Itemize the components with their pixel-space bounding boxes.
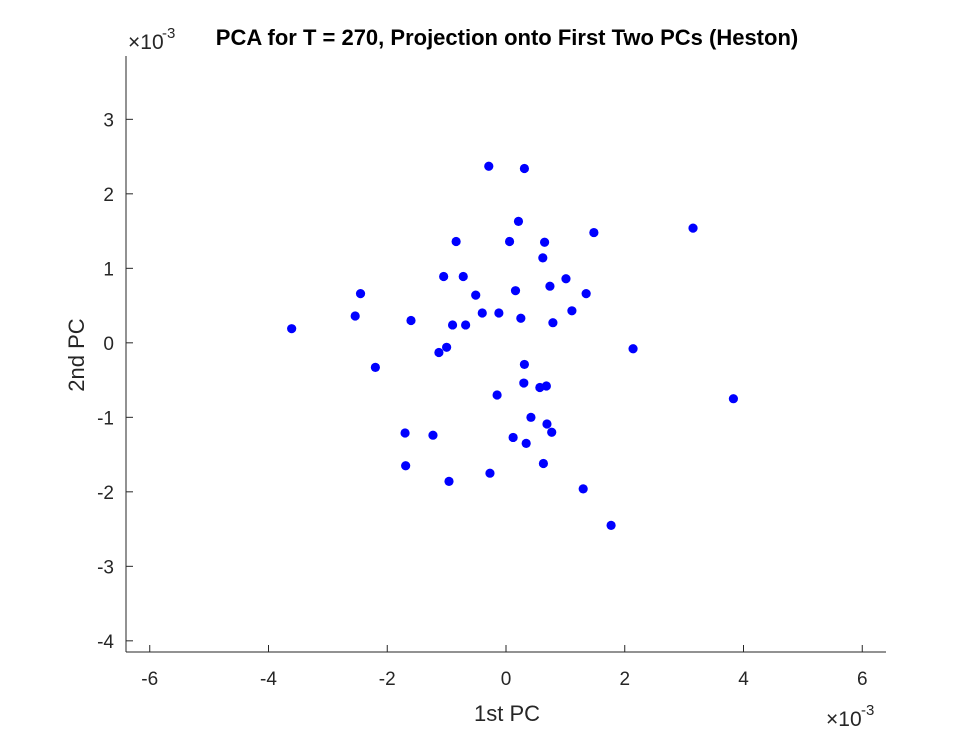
- data-point: [494, 308, 504, 318]
- x-exponent-base: ×10: [826, 708, 862, 731]
- data-point: [606, 520, 616, 530]
- data-point: [451, 236, 461, 247]
- data-point: [538, 253, 548, 263]
- data-point: [484, 161, 494, 171]
- x-tick-label: 4: [738, 669, 749, 690]
- x-tick-label: 2: [619, 669, 630, 690]
- data-point: [728, 394, 739, 404]
- data-point: [485, 468, 495, 478]
- data-point: [589, 227, 599, 238]
- data-point: [434, 347, 444, 358]
- data-point: [521, 438, 531, 448]
- data-point: [519, 378, 529, 388]
- y-tick-label: -1: [97, 408, 114, 429]
- x-axis-exponent: ×10 -3: [826, 702, 874, 731]
- data-point: [519, 359, 530, 370]
- data-point: [458, 271, 468, 282]
- y-tick-label: -2: [97, 483, 114, 504]
- x-exponent-power: -3: [861, 702, 874, 719]
- data-point: [547, 427, 557, 437]
- data-point: [406, 315, 416, 326]
- y-tick-label: 2: [103, 185, 114, 206]
- data-point: [513, 216, 524, 226]
- data-point: [504, 236, 515, 247]
- y-exponent-power: -3: [162, 25, 175, 42]
- data-point: [439, 271, 449, 282]
- x-ticks: -6 -4 -2 0 2 4 6: [141, 645, 868, 690]
- x-tick-label: 0: [501, 669, 512, 690]
- y-exponent-base: ×10: [128, 31, 164, 54]
- y-tick-label: -3: [97, 557, 114, 578]
- data-point: [535, 382, 545, 393]
- data-point: [628, 344, 638, 354]
- data-point: [581, 289, 591, 299]
- x-tick-label: -2: [379, 669, 396, 690]
- data-point: [444, 476, 454, 486]
- y-axis-exponent: ×10 -3: [128, 25, 175, 54]
- data-point: [370, 362, 380, 373]
- data-point: [477, 308, 487, 318]
- data-point: [400, 428, 410, 438]
- data-point: [538, 458, 549, 469]
- y-tick-label: 1: [103, 259, 114, 280]
- y-ticks: -4 -3 -2 -1 0 1 2 3: [97, 110, 133, 653]
- y-tick-label: 0: [103, 334, 114, 355]
- y-tick-label: 3: [103, 110, 114, 131]
- data-point: [471, 290, 481, 300]
- data-point: [508, 432, 518, 443]
- data-point: [461, 320, 471, 330]
- data-point: [526, 412, 536, 422]
- data-point: [355, 289, 366, 299]
- data-point: [401, 461, 411, 471]
- data-point: [542, 419, 552, 429]
- y-axis-label: 2nd PC: [64, 318, 89, 391]
- x-tick-label: -4: [260, 669, 277, 690]
- y-tick-label: -4: [97, 632, 114, 653]
- x-tick-label: -6: [141, 669, 158, 690]
- data-point: [567, 306, 577, 316]
- x-axis-label: 1st PC: [474, 701, 540, 726]
- data-point: [539, 237, 550, 247]
- data-point: [287, 324, 297, 334]
- data-point: [561, 274, 571, 284]
- data-point: [548, 318, 558, 328]
- data-point: [492, 390, 502, 400]
- data-point: [510, 286, 521, 296]
- data-point: [545, 281, 555, 291]
- chart-title: PCA for T = 270, Projection onto First T…: [216, 25, 798, 50]
- data-point: [516, 313, 526, 323]
- data-points: [287, 161, 739, 530]
- data-point: [578, 484, 588, 494]
- data-point: [688, 223, 698, 233]
- data-point: [442, 342, 452, 352]
- data-point: [428, 430, 438, 440]
- x-tick-label: 6: [857, 669, 868, 690]
- data-point: [447, 320, 458, 330]
- data-point: [350, 311, 360, 321]
- data-point: [519, 163, 530, 174]
